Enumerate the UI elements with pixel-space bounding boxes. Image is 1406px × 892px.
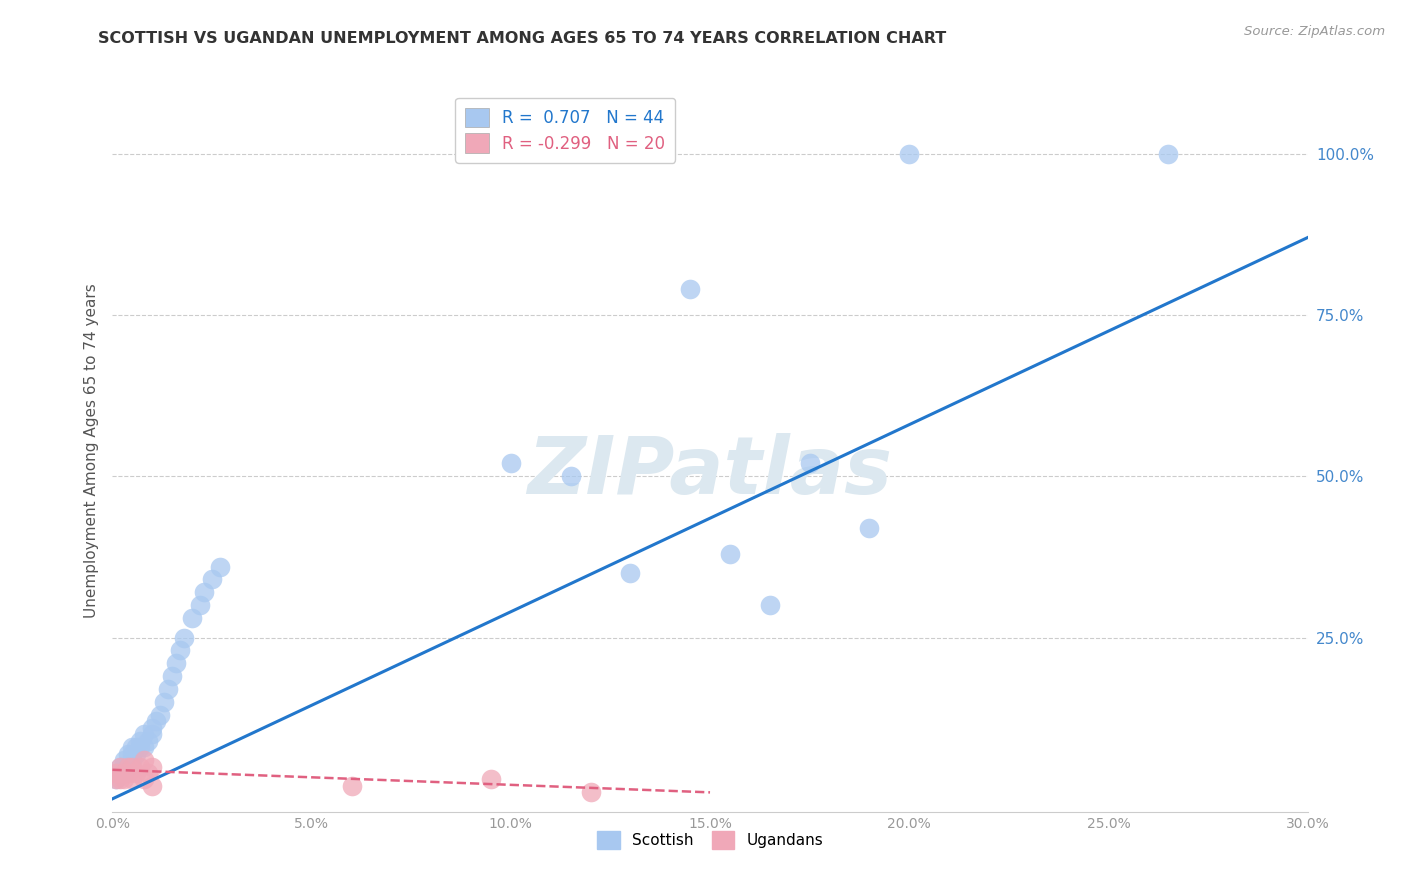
Point	[114, 766, 135, 780]
Point	[134, 753, 156, 767]
Point	[114, 753, 135, 767]
Point	[114, 759, 135, 773]
Point	[105, 766, 128, 780]
Point	[560, 469, 582, 483]
Point	[141, 727, 163, 741]
Point	[340, 779, 363, 793]
Point	[117, 759, 139, 773]
Point	[157, 682, 180, 697]
Point	[579, 785, 602, 799]
Point	[105, 772, 128, 787]
Point	[188, 599, 211, 613]
Point	[138, 766, 160, 780]
Point	[619, 566, 641, 580]
Point	[125, 766, 148, 780]
Point	[201, 573, 224, 587]
Point	[110, 772, 132, 787]
Point	[117, 747, 139, 761]
Point	[105, 766, 128, 780]
Point	[117, 766, 139, 780]
Point	[125, 740, 148, 755]
Point	[181, 611, 204, 625]
Point	[209, 559, 232, 574]
Point	[121, 753, 143, 767]
Point	[114, 766, 135, 780]
Point	[121, 772, 143, 787]
Point	[141, 721, 163, 735]
Point	[129, 740, 152, 755]
Point	[679, 282, 702, 296]
Point	[121, 740, 143, 755]
Point	[165, 657, 187, 671]
Point	[718, 547, 741, 561]
Point	[162, 669, 183, 683]
Point	[153, 695, 176, 709]
Point	[193, 585, 215, 599]
Text: ZIPatlas: ZIPatlas	[527, 434, 893, 511]
Text: Source: ZipAtlas.com: Source: ZipAtlas.com	[1244, 25, 1385, 38]
Text: SCOTTISH VS UGANDAN UNEMPLOYMENT AMONG AGES 65 TO 74 YEARS CORRELATION CHART: SCOTTISH VS UGANDAN UNEMPLOYMENT AMONG A…	[98, 31, 946, 46]
Point	[169, 643, 191, 657]
Point	[898, 146, 921, 161]
Point	[129, 759, 152, 773]
Point	[149, 708, 172, 723]
Point	[110, 766, 132, 780]
Point	[799, 456, 821, 470]
Point	[141, 759, 163, 773]
Point	[134, 727, 156, 741]
Point	[121, 759, 143, 773]
Point	[114, 772, 135, 787]
Point	[121, 747, 143, 761]
Point	[129, 733, 152, 747]
Point	[858, 521, 880, 535]
Point	[145, 714, 167, 729]
Point	[1157, 146, 1180, 161]
Point	[134, 772, 156, 787]
Point	[110, 759, 132, 773]
Point	[125, 747, 148, 761]
Legend: Scottish, Ugandans: Scottish, Ugandans	[591, 825, 830, 855]
Point	[105, 772, 128, 787]
Point	[479, 772, 502, 787]
Y-axis label: Unemployment Among Ages 65 to 74 years: Unemployment Among Ages 65 to 74 years	[83, 283, 98, 618]
Point	[117, 759, 139, 773]
Point	[173, 631, 195, 645]
Point	[759, 599, 782, 613]
Point	[138, 733, 160, 747]
Point	[110, 759, 132, 773]
Point	[499, 456, 522, 470]
Point	[134, 740, 156, 755]
Point	[141, 779, 163, 793]
